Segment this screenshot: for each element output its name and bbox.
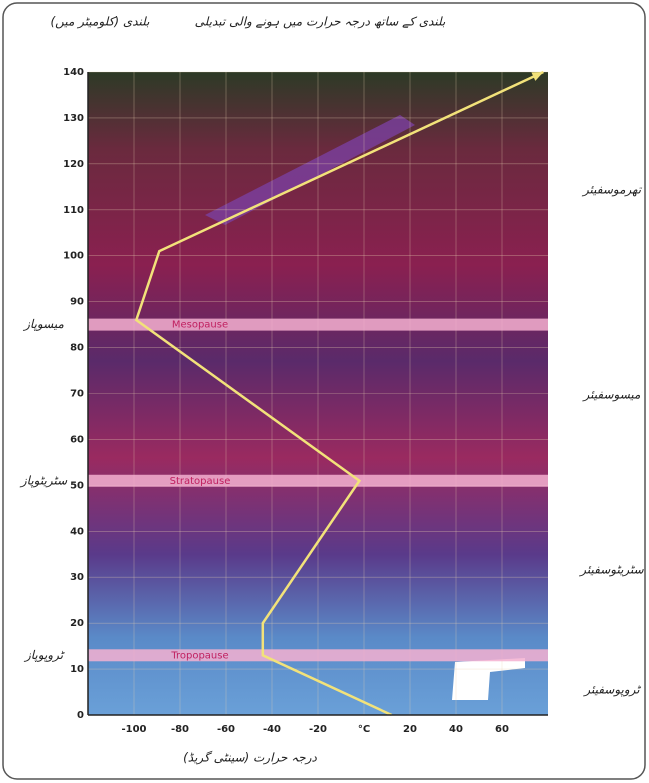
x-axis-label: درجہ حرارت (سینٹی گریڈ) xyxy=(183,751,317,765)
y-tick-label: 20 xyxy=(70,618,84,629)
y-tick-label: 10 xyxy=(70,664,84,675)
pause-side-label: میسوپاز xyxy=(22,317,64,331)
layer-label: میسوسفیئر xyxy=(582,388,642,402)
x-tick-label: °C xyxy=(358,724,370,735)
y-tick-label: 140 xyxy=(63,67,84,78)
temperature-line xyxy=(134,70,544,717)
x-tick-label: 60 xyxy=(495,724,509,735)
x-tick-label: -40 xyxy=(263,724,281,735)
y-tick-label: 110 xyxy=(63,205,84,216)
decoration-band xyxy=(205,115,415,225)
pause-band xyxy=(88,474,548,487)
y-tick-label: 30 xyxy=(70,572,84,583)
x-tick-label: -60 xyxy=(217,724,235,735)
x-tick-label: -80 xyxy=(171,724,189,735)
y-tick-label: 90 xyxy=(70,297,84,308)
x-tick-label: 20 xyxy=(403,724,417,735)
x-tick-label: -100 xyxy=(121,724,146,735)
y-tick-label: 130 xyxy=(63,113,84,124)
x-tick-label: 40 xyxy=(449,724,463,735)
y-tick-label: 70 xyxy=(70,389,84,400)
y-tick-label: 100 xyxy=(63,251,84,262)
cloud xyxy=(452,658,525,700)
pause-band xyxy=(88,318,548,331)
pause-side-label: ٹروپوپاز xyxy=(23,648,65,662)
x-tick-label: -20 xyxy=(309,724,327,735)
layer-label: سٹریٹوسفیئر xyxy=(578,563,644,577)
y-tick-label: 60 xyxy=(70,434,84,445)
pause-side-label: سٹریٹوپاز xyxy=(19,473,68,487)
y-tick-label: 50 xyxy=(70,480,84,491)
y-tick-label: 40 xyxy=(70,526,84,537)
pause-label: Stratopause xyxy=(170,476,231,487)
y-axis-label: بلندی (کلومیٹر میں) xyxy=(51,15,151,29)
pause-label: Tropopause xyxy=(170,650,228,661)
y-tick-label: 80 xyxy=(70,343,84,354)
pause-label: Mesopause xyxy=(172,320,228,331)
arrow-head xyxy=(531,72,544,81)
y-tick-label: 120 xyxy=(63,159,84,170)
layer-label: تھرموسفیئر xyxy=(581,183,643,197)
y-tick-label: 0 xyxy=(77,710,84,721)
pause-band xyxy=(88,649,548,662)
chart-title: بلندی کے ساتھ درجہ حرارت میں ہونے والی ت… xyxy=(195,15,446,29)
layer-label: ٹروپوسفیئر xyxy=(582,683,641,697)
